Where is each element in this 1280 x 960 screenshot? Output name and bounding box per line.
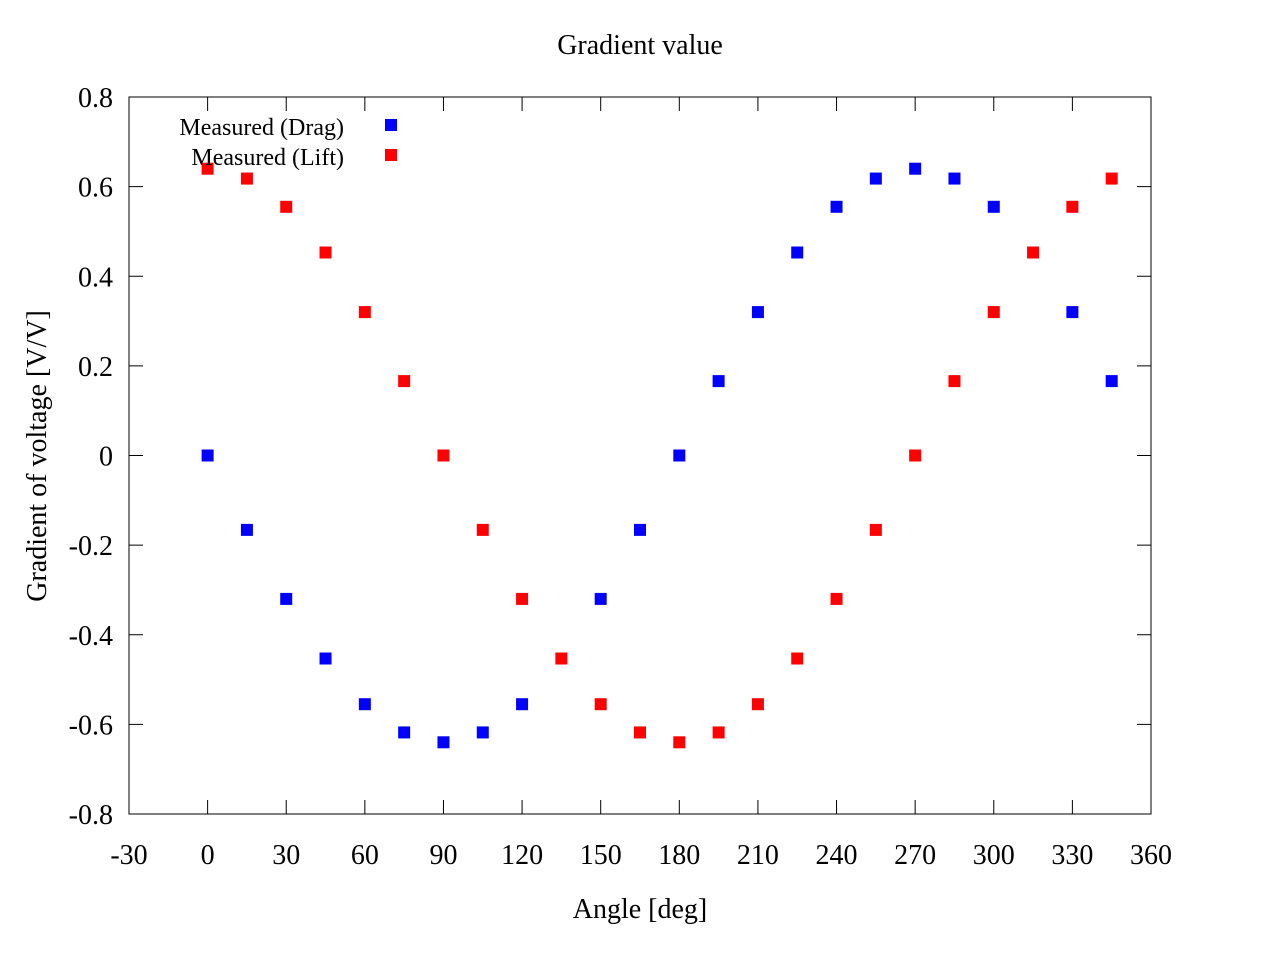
y-tick-labels: 0.8 0.6 0.4 0.2 0 -0.2 -0.4 -0.6 -0.8 <box>69 83 113 831</box>
data-point-drag <box>319 652 332 665</box>
data-point-lift <box>909 449 922 462</box>
data-point-lift <box>594 698 607 711</box>
data-point-lift <box>948 375 961 388</box>
x-tick-label: 300 <box>973 840 1015 871</box>
data-point-drag <box>751 306 764 319</box>
data-point-drag <box>712 375 725 388</box>
data-point-drag <box>673 449 686 462</box>
data-point-lift <box>1066 200 1079 213</box>
data-point-drag <box>987 200 1000 213</box>
y-tick-label: -0.4 <box>69 621 113 652</box>
y-tick-label: 0.6 <box>78 173 113 204</box>
x-tick-labels: -30 0 30 60 90 120 150 180 210 240 270 300 330 360 <box>110 840 1172 871</box>
axis-ticks <box>128 96 1152 815</box>
data-points <box>201 162 1118 749</box>
data-point-drag <box>791 246 804 259</box>
legend-marker-drag <box>385 119 397 131</box>
data-point-lift <box>476 523 489 536</box>
data-point-drag <box>948 172 961 185</box>
data-point-drag <box>1066 306 1079 319</box>
y-axis-label: Gradient of voltage [V/V] <box>22 310 53 602</box>
y-tick-label: -0.8 <box>69 800 113 831</box>
data-point-lift <box>398 375 411 388</box>
data-point-drag <box>476 726 489 739</box>
x-tick-label: 90 <box>429 840 457 871</box>
x-tick-label: 60 <box>351 840 379 871</box>
x-tick-label: 0 <box>201 840 215 871</box>
legend-label-lift: Measured (Lift) <box>191 145 344 171</box>
y-tick-label: 0.4 <box>78 262 113 293</box>
data-point-lift <box>516 592 529 605</box>
x-tick-label: 30 <box>272 840 300 871</box>
data-point-lift <box>437 449 450 462</box>
y-tick-label: 0.2 <box>78 352 113 383</box>
x-tick-label: 210 <box>737 840 779 871</box>
data-point-drag <box>516 698 529 711</box>
data-point-lift <box>201 162 214 175</box>
data-point-drag <box>830 200 843 213</box>
data-point-lift <box>830 592 843 605</box>
legend-label-drag: Measured (Drag) <box>179 115 344 141</box>
x-tick-label: 150 <box>580 840 622 871</box>
data-point-drag <box>594 592 607 605</box>
data-point-lift <box>673 736 686 749</box>
x-tick-label: 360 <box>1130 840 1172 871</box>
data-point-lift <box>791 652 804 665</box>
data-point-lift <box>1027 246 1040 259</box>
data-point-drag <box>358 698 371 711</box>
legend: Measured (Drag) Measured (Lift) <box>179 115 397 171</box>
x-tick-label: 180 <box>658 840 700 871</box>
data-point-lift <box>280 200 293 213</box>
y-tick-label: -0.2 <box>69 531 113 562</box>
x-tick-label: 330 <box>1051 840 1093 871</box>
data-point-lift <box>751 698 764 711</box>
x-tick-label: 120 <box>501 840 543 871</box>
data-point-lift <box>987 306 1000 319</box>
x-tick-label: 240 <box>816 840 858 871</box>
data-point-drag <box>201 449 214 462</box>
data-point-lift <box>358 306 371 319</box>
data-point-lift <box>712 726 725 739</box>
data-point-drag <box>1105 375 1118 388</box>
data-point-drag <box>240 523 253 536</box>
data-point-drag <box>398 726 411 739</box>
data-point-lift <box>634 726 646 739</box>
data-point-lift <box>555 652 568 665</box>
x-axis-label: Angle [deg] <box>573 894 708 925</box>
data-point-lift <box>1105 172 1118 185</box>
data-point-lift <box>869 523 882 536</box>
y-tick-label: 0.8 <box>78 83 113 114</box>
data-point-lift <box>240 172 253 185</box>
chart-title: Gradient value <box>557 30 723 61</box>
data-point-drag <box>634 523 646 536</box>
data-point-drag <box>869 172 882 185</box>
data-point-drag <box>437 736 450 749</box>
data-point-drag <box>280 592 293 605</box>
y-tick-label: -0.6 <box>69 710 113 741</box>
data-point-lift <box>319 246 332 259</box>
x-tick-label: -30 <box>110 840 147 871</box>
y-tick-label: 0 <box>99 442 113 473</box>
data-point-drag <box>909 162 922 175</box>
legend-marker-lift <box>385 149 397 161</box>
x-tick-label: 270 <box>894 840 936 871</box>
